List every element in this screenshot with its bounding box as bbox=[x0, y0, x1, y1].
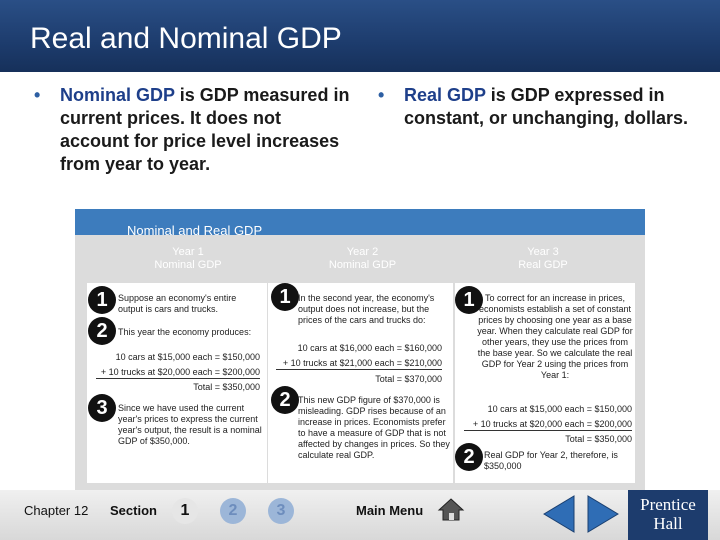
column-year-2 bbox=[268, 283, 453, 483]
col1-total-rule bbox=[96, 378, 260, 379]
figure-header-bar bbox=[75, 209, 645, 235]
column-heading-year-2: Year 2 Nominal GDP bbox=[290, 246, 435, 272]
column-heading-type: Real GDP bbox=[518, 259, 568, 271]
publisher-logo: Prentice Hall bbox=[628, 490, 708, 540]
bullet-nominal-gdp: • Nominal GDP is GDP measured in current… bbox=[34, 84, 350, 176]
col2-line1: 10 cars at $16,000 each = $160,000 bbox=[297, 343, 442, 353]
forward-arrow-icon[interactable] bbox=[582, 492, 622, 536]
column-heading-year: Year 2 bbox=[346, 246, 379, 258]
home-icon[interactable] bbox=[436, 496, 466, 522]
col1-step2-text: This year the economy produces: bbox=[118, 327, 252, 337]
col1-line2: + 10 trucks at $20,000 each = $200,000 bbox=[100, 367, 260, 377]
step-number-2: 2 bbox=[455, 443, 483, 471]
step-number-1: 1 bbox=[271, 283, 299, 311]
bullet-term: Nominal GDP bbox=[60, 85, 175, 105]
bullet-dot: • bbox=[378, 85, 385, 105]
slide-title: Real and Nominal GDP bbox=[30, 22, 342, 55]
col3-line1: 10 cars at $15,000 each = $150,000 bbox=[487, 404, 632, 414]
col3-step2-text: Real GDP for Year 2, therefore, is $350,… bbox=[484, 450, 618, 471]
col1-step3-text: Since we have used the current year's pr… bbox=[118, 403, 262, 446]
column-heading-year: Year 1 bbox=[172, 246, 204, 258]
column-heading-year-3: Year 3 Real GDP bbox=[470, 246, 616, 272]
col3-step1-text: To correct for an increase in prices, ec… bbox=[477, 293, 633, 380]
col2-step1-text: In the second year, the economy's output… bbox=[298, 293, 435, 325]
bullet-dot: • bbox=[34, 85, 41, 105]
column-heading-year-1: Year 1 Nominal GDP bbox=[113, 246, 263, 272]
col1-step1-text: Suppose an economy's entire output is ca… bbox=[118, 293, 237, 314]
col2-line2: + 10 trucks at $21,000 each = $210,000 bbox=[282, 358, 442, 368]
section-3-button[interactable]: 3 bbox=[268, 498, 294, 524]
step-number-2: 2 bbox=[88, 317, 116, 345]
step-number-3: 3 bbox=[88, 394, 116, 422]
chapter-label: Chapter 12 bbox=[24, 503, 89, 518]
col2-total: Total = $370,000 bbox=[375, 374, 442, 384]
col2-total-rule bbox=[276, 369, 442, 370]
col1-line1: 10 cars at $15,000 each = $150,000 bbox=[115, 352, 260, 362]
col3-line2: + 10 trucks at $20,000 each = $200,000 bbox=[472, 419, 632, 429]
figure-title: Nominal and Real GDP bbox=[127, 223, 263, 238]
column-year-1 bbox=[87, 283, 267, 483]
section-2-button[interactable]: 2 bbox=[220, 498, 246, 524]
bullet-text: is GDP expressed in constant, or unchang… bbox=[404, 85, 689, 128]
column-heading-year: Year 3 bbox=[527, 246, 559, 258]
bullet-text: is GDP measured in current prices. It do… bbox=[60, 85, 350, 174]
col3-total: Total = $350,000 bbox=[565, 434, 632, 444]
bullet-real-gdp: • Real GDP is GDP expressed in constant,… bbox=[378, 84, 704, 130]
brand-line-2: Hall bbox=[653, 514, 683, 533]
step-number-1: 1 bbox=[88, 286, 116, 314]
back-arrow-icon[interactable] bbox=[540, 492, 580, 536]
section-label: Section bbox=[110, 503, 157, 518]
main-menu-link[interactable]: Main Menu bbox=[356, 503, 424, 518]
col1-total: Total = $350,000 bbox=[193, 382, 260, 392]
column-heading-type: Nominal GDP bbox=[328, 259, 397, 271]
step-number-1: 1 bbox=[455, 286, 483, 314]
step-number-2: 2 bbox=[271, 386, 299, 414]
section-1-button[interactable]: 1 bbox=[172, 498, 198, 524]
bullet-term: Real GDP bbox=[404, 85, 486, 105]
col3-total-rule bbox=[464, 430, 632, 431]
col2-step2-text: This new GDP figure of $370,000 is misle… bbox=[298, 395, 450, 460]
column-heading-type: Nominal GDP bbox=[154, 259, 222, 271]
brand-line-1: Prentice bbox=[640, 495, 696, 514]
title-bar: Real and Nominal GDP bbox=[0, 0, 720, 72]
column-year-3 bbox=[455, 283, 635, 483]
